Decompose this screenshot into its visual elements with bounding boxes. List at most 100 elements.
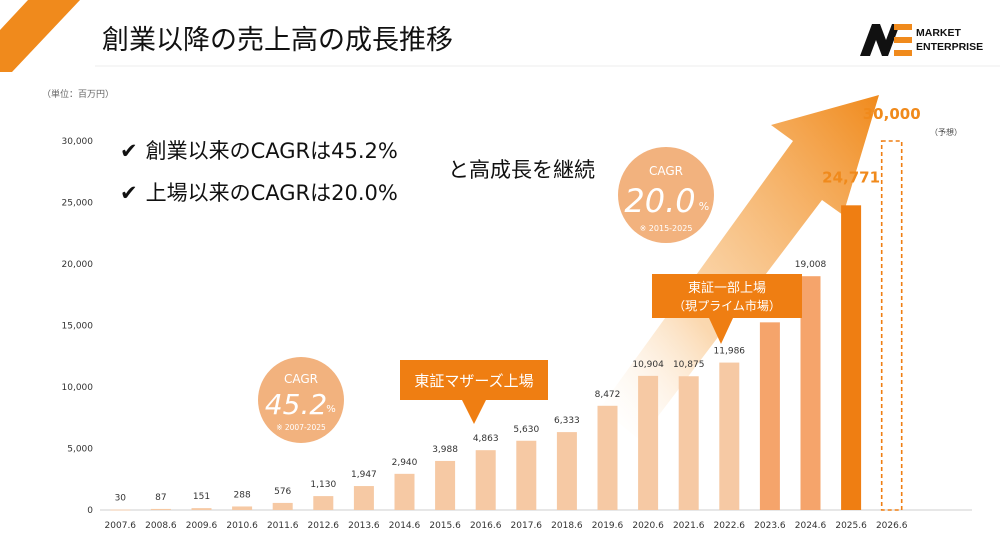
x-tick-label: 2010.6 [226, 521, 258, 531]
x-tick-label: 2008.6 [145, 521, 177, 531]
highlight-text-2: 上場以来のCAGRは20.0% [145, 181, 398, 205]
data-label: 2,940 [392, 458, 418, 468]
x-tick-label: 2026.6 [876, 521, 908, 531]
y-tick-label: 25,000 [62, 199, 94, 209]
bar [678, 376, 699, 510]
cagr-badge-period: ※ 2007-2025 [276, 423, 326, 432]
checkmark-icon: ✔ [120, 139, 138, 163]
highlight-point-1: ✔ 創業以来のCAGRは45.2% [120, 135, 398, 165]
callout-pointer [462, 400, 486, 424]
y-tick-label: 30,000 [62, 137, 94, 147]
callout-text: 東証マザーズ上場 [414, 372, 533, 390]
bar [719, 362, 740, 510]
y-tick-label: 20,000 [62, 260, 94, 270]
bar [110, 509, 131, 511]
highlight-point-2: ✔ 上場以来のCAGRは20.0% [120, 177, 398, 207]
data-label: 10,875 [673, 360, 705, 370]
bar [353, 486, 374, 510]
y-tick-label: 5,000 [67, 445, 93, 455]
data-label: 6,333 [554, 416, 580, 426]
x-tick-label: 2023.6 [754, 521, 786, 531]
data-label: 19,008 [795, 260, 827, 270]
data-label: 24,771 [822, 168, 880, 186]
forecast-bar [880, 140, 903, 511]
forecast-note: （予想） [930, 128, 962, 137]
x-tick-label: 2022.6 [714, 521, 746, 531]
x-tick-label: 2007.6 [105, 521, 137, 531]
cagr-badge-period: ※ 2015-2025 [640, 224, 693, 233]
bar [435, 460, 456, 510]
x-tick-label: 2013.6 [348, 521, 380, 531]
highlight-text-1: 創業以来のCAGRは45.2% [145, 139, 398, 163]
bar [313, 496, 334, 510]
cagr-badge-2015-2025: CAGR 20.0 % ※ 2015-2025 [618, 147, 714, 243]
x-tick-label: 2021.6 [673, 521, 705, 531]
data-label: 3,988 [432, 445, 458, 455]
x-tick-label: 2011.6 [267, 521, 299, 531]
callout-box [652, 274, 802, 318]
checkmark-icon: ✔ [120, 181, 138, 205]
bar [841, 205, 862, 510]
brand-line-1: MARKET [916, 27, 961, 39]
x-tick-label: 2019.6 [592, 521, 624, 531]
cagr-badge-percent: % [699, 200, 709, 213]
x-tick-label: 2018.6 [551, 521, 583, 531]
y-tick-label: 10,000 [62, 383, 94, 393]
bar [272, 502, 293, 510]
cagr-badge-value: 20.0 [624, 182, 695, 220]
bar [759, 322, 780, 510]
data-label: 30 [115, 494, 127, 504]
bar [232, 506, 253, 510]
bar [556, 432, 577, 510]
bar [800, 276, 821, 510]
data-label: 5,630 [513, 425, 539, 435]
x-tick-label: 2014.6 [389, 521, 421, 531]
data-label: 4,863 [473, 434, 499, 444]
x-tick-label: 2025.6 [835, 521, 867, 531]
x-tick-label: 2020.6 [632, 521, 664, 531]
brand-line-2: ENTERPRISE [916, 41, 984, 53]
data-label: 11,986 [714, 347, 746, 357]
data-label: 1,947 [351, 470, 377, 480]
data-label: 1,130 [310, 480, 336, 490]
data-label: 87 [155, 493, 166, 503]
bar [516, 440, 537, 510]
callout-mothers-listing: 東証マザーズ上場 [400, 360, 548, 424]
x-tick-label: 2024.6 [795, 521, 827, 531]
data-label: 288 [234, 490, 251, 500]
data-label: 576 [274, 487, 291, 497]
callout-text-line2: （現プライム市場） [673, 298, 781, 313]
bar [191, 508, 212, 510]
unit-note: （単位：百万円） [42, 90, 115, 100]
bar [475, 450, 496, 510]
x-tick-label: 2017.6 [511, 521, 543, 531]
cagr-badge-circle [258, 357, 344, 443]
cagr-badge-value: 45.2 [265, 388, 327, 421]
callout-text-line1: 東証一部上場 [688, 280, 766, 296]
cagr-badge-percent: % [326, 404, 336, 415]
data-label: 10,904 [632, 360, 664, 370]
y-tick-label: 15,000 [62, 322, 94, 332]
cagr-badge-circle [618, 147, 714, 243]
data-label: 30,000 [863, 105, 921, 123]
bar [150, 508, 171, 510]
callout-first-section-listing: 東証一部上場 （現プライム市場） [652, 274, 802, 344]
x-tick-label: 2012.6 [308, 521, 340, 531]
bar [597, 405, 618, 510]
cagr-badge-label: CAGR [284, 372, 318, 386]
y-tick-label: 0 [87, 506, 93, 516]
cagr-badge-2007-2025: CAGR 45.2 % ※ 2007-2025 [258, 357, 344, 443]
growth-arrow [600, 95, 879, 440]
data-label: 151 [193, 492, 210, 502]
bar [638, 375, 659, 510]
page-title: 創業以降の売上高の成長推移 [102, 25, 453, 56]
x-tick-label: 2009.6 [186, 521, 218, 531]
cagr-badge-label: CAGR [649, 164, 683, 178]
callout-box [400, 360, 548, 400]
bar [394, 473, 415, 510]
callout-pointer [709, 318, 733, 344]
market-enterprise-logo [860, 24, 912, 56]
brand-name: MARKET ENTERPRISE [916, 26, 983, 54]
